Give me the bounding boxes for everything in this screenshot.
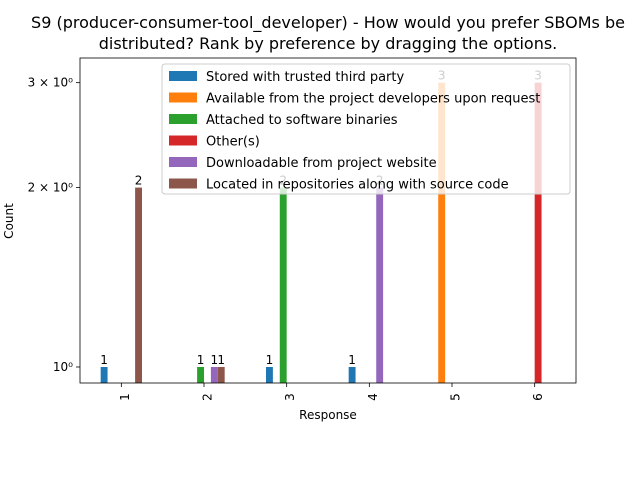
legend-entry: Attached to software binaries [206, 113, 398, 128]
legend-entry: Other(s) [206, 135, 260, 150]
legend-swatch [169, 178, 197, 189]
legend-swatch [169, 71, 197, 81]
bar [534, 82, 542, 384]
legend-entry: Available from the project developers up… [206, 92, 540, 107]
bar [279, 187, 287, 383]
x-axis-label: Response [299, 408, 357, 422]
legend-entry: Located in repositories along with sourc… [206, 178, 509, 193]
bar [348, 366, 356, 383]
data-label: 1 [217, 353, 225, 367]
legend-swatch [169, 135, 197, 146]
y-tick-label: 10⁰ [53, 360, 73, 374]
bar [438, 82, 446, 384]
legend-swatch [169, 157, 197, 167]
bar [100, 366, 108, 383]
bar [217, 366, 225, 383]
legend-swatch [169, 92, 197, 103]
bar [210, 366, 218, 383]
y-tick-label: 3 × 10⁰ [28, 76, 74, 90]
x-tick-label: 5 [449, 393, 463, 401]
data-label: 1 [100, 353, 108, 367]
legend-swatch [169, 114, 197, 124]
legend: Stored with trusted third party Available… [161, 63, 571, 195]
chart-title-line1: S9 (producer-consumer-tool_developer) - … [31, 13, 625, 33]
x-tick-label: 6 [531, 393, 545, 401]
legend-entry: Stored with trusted third party [206, 70, 404, 85]
x-tick-label: 4 [366, 393, 380, 401]
axes-frame [79, 57, 577, 384]
bar [135, 187, 142, 383]
x-tick-label: 1 [118, 393, 132, 401]
data-label: 2 [135, 174, 143, 188]
legend-box [161, 63, 571, 195]
data-label: 1 [197, 353, 205, 367]
x-tick-label: 2 [201, 393, 215, 401]
y-tick-label: 2 × 10⁰ [28, 181, 74, 195]
x-tick-label: 3 [283, 393, 297, 401]
data-label: 1 [266, 353, 274, 367]
y-axis-label: Count [2, 203, 16, 239]
bar [266, 366, 273, 383]
data-label: 1 [348, 353, 356, 367]
data-label: 1 [211, 353, 219, 367]
chart-title-line2: distributed? Rank by preference by dragg… [99, 34, 558, 53]
bar [376, 187, 384, 383]
bar [197, 366, 204, 383]
legend-entry: Downloadable from project website [206, 156, 437, 171]
